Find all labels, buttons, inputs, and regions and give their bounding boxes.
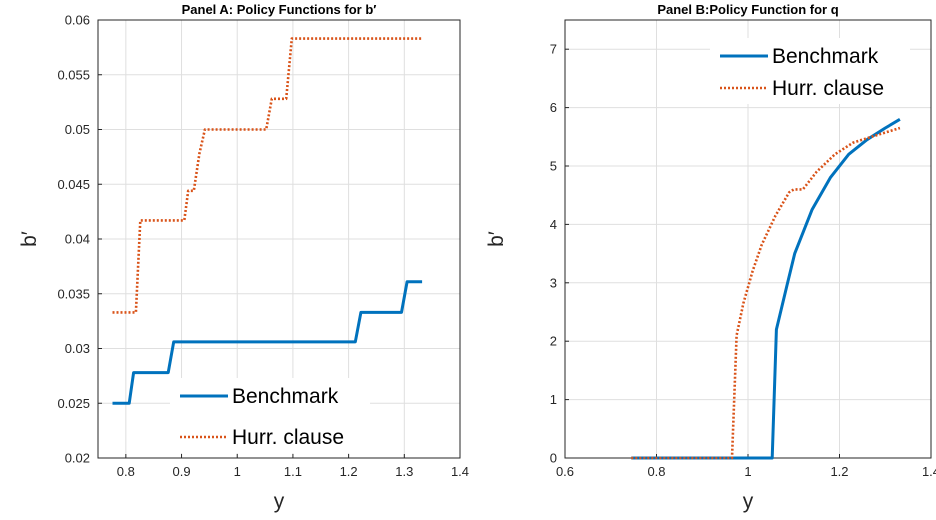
legend-label: Benchmark xyxy=(232,385,339,408)
series-line-benchmark xyxy=(112,280,423,405)
y-tick-label: 4 xyxy=(550,217,557,232)
x-tick-label: 1 xyxy=(744,464,751,479)
panel-b: 0.6 0.8 1 1.2 1.4 0 1 2 3 4 5 6 7 Panel B:Policy Func… xyxy=(485,2,936,513)
y-tick-label: 0.025 xyxy=(57,396,90,411)
x-tick-label: 1.1 xyxy=(284,464,302,479)
y-axis-label: b′ xyxy=(485,231,508,247)
legend-box xyxy=(710,38,910,104)
x-tick-label: 1 xyxy=(234,464,241,479)
y-tick-label: 3 xyxy=(550,275,557,290)
y-tick-label: 1 xyxy=(550,392,557,407)
y-tick-label: 0 xyxy=(550,451,557,466)
y-tick-label: 0.05 xyxy=(65,122,90,137)
chart-title: Panel A: Policy Functions for b′ xyxy=(182,2,377,17)
y-tick-label: 0.06 xyxy=(65,13,90,28)
y-tick-label: 0.04 xyxy=(65,232,90,247)
chart-title: Panel B:Policy Function for q xyxy=(657,2,838,17)
y-tick-label: 6 xyxy=(550,100,557,115)
legend-box xyxy=(170,378,370,453)
y-tick-label: 5 xyxy=(550,159,557,174)
legend-label: Hurr. clause xyxy=(232,426,344,449)
y-axis-label: b′ xyxy=(18,231,41,247)
y-tick-label: 0.045 xyxy=(57,177,90,192)
x-tick-label: 1.3 xyxy=(395,464,413,479)
panel-a: 0.8 0.9 1 1.1 1.2 1.3 1.4 0.02 0.025 0.03 0.035 0.0… xyxy=(18,2,469,513)
legend-label: Hurr. clause xyxy=(772,77,884,100)
x-axis-label: y xyxy=(274,490,285,513)
y-tick-label: 0.02 xyxy=(65,451,90,466)
x-tick-label: 1.4 xyxy=(922,464,936,479)
series-line-hurr-clause xyxy=(112,37,423,314)
x-axis-label: y xyxy=(743,490,754,513)
x-tick-label: 0.9 xyxy=(172,464,190,479)
legend: Benchmark Hurr. clause xyxy=(710,38,910,104)
x-tick-label: 0.8 xyxy=(117,464,135,479)
y-tick-label: 0.055 xyxy=(57,67,90,82)
x-tick-label: 1.2 xyxy=(830,464,848,479)
y-tick-label: 0.035 xyxy=(57,286,90,301)
x-tick-label: 0.8 xyxy=(647,464,665,479)
x-tick-label: 1.2 xyxy=(340,464,358,479)
axes-box xyxy=(97,19,461,459)
legend-label: Benchmark xyxy=(772,45,879,68)
x-tick-label: 0.6 xyxy=(556,464,574,479)
y-tick-label: 2 xyxy=(550,334,557,349)
x-tick-label: 1.4 xyxy=(451,464,469,479)
y-tick-label: 7 xyxy=(550,42,557,57)
y-tick-label: 0.03 xyxy=(65,341,90,356)
series-line-hurr-clause xyxy=(631,126,901,460)
legend: Benchmark Hurr. clause xyxy=(170,378,370,453)
